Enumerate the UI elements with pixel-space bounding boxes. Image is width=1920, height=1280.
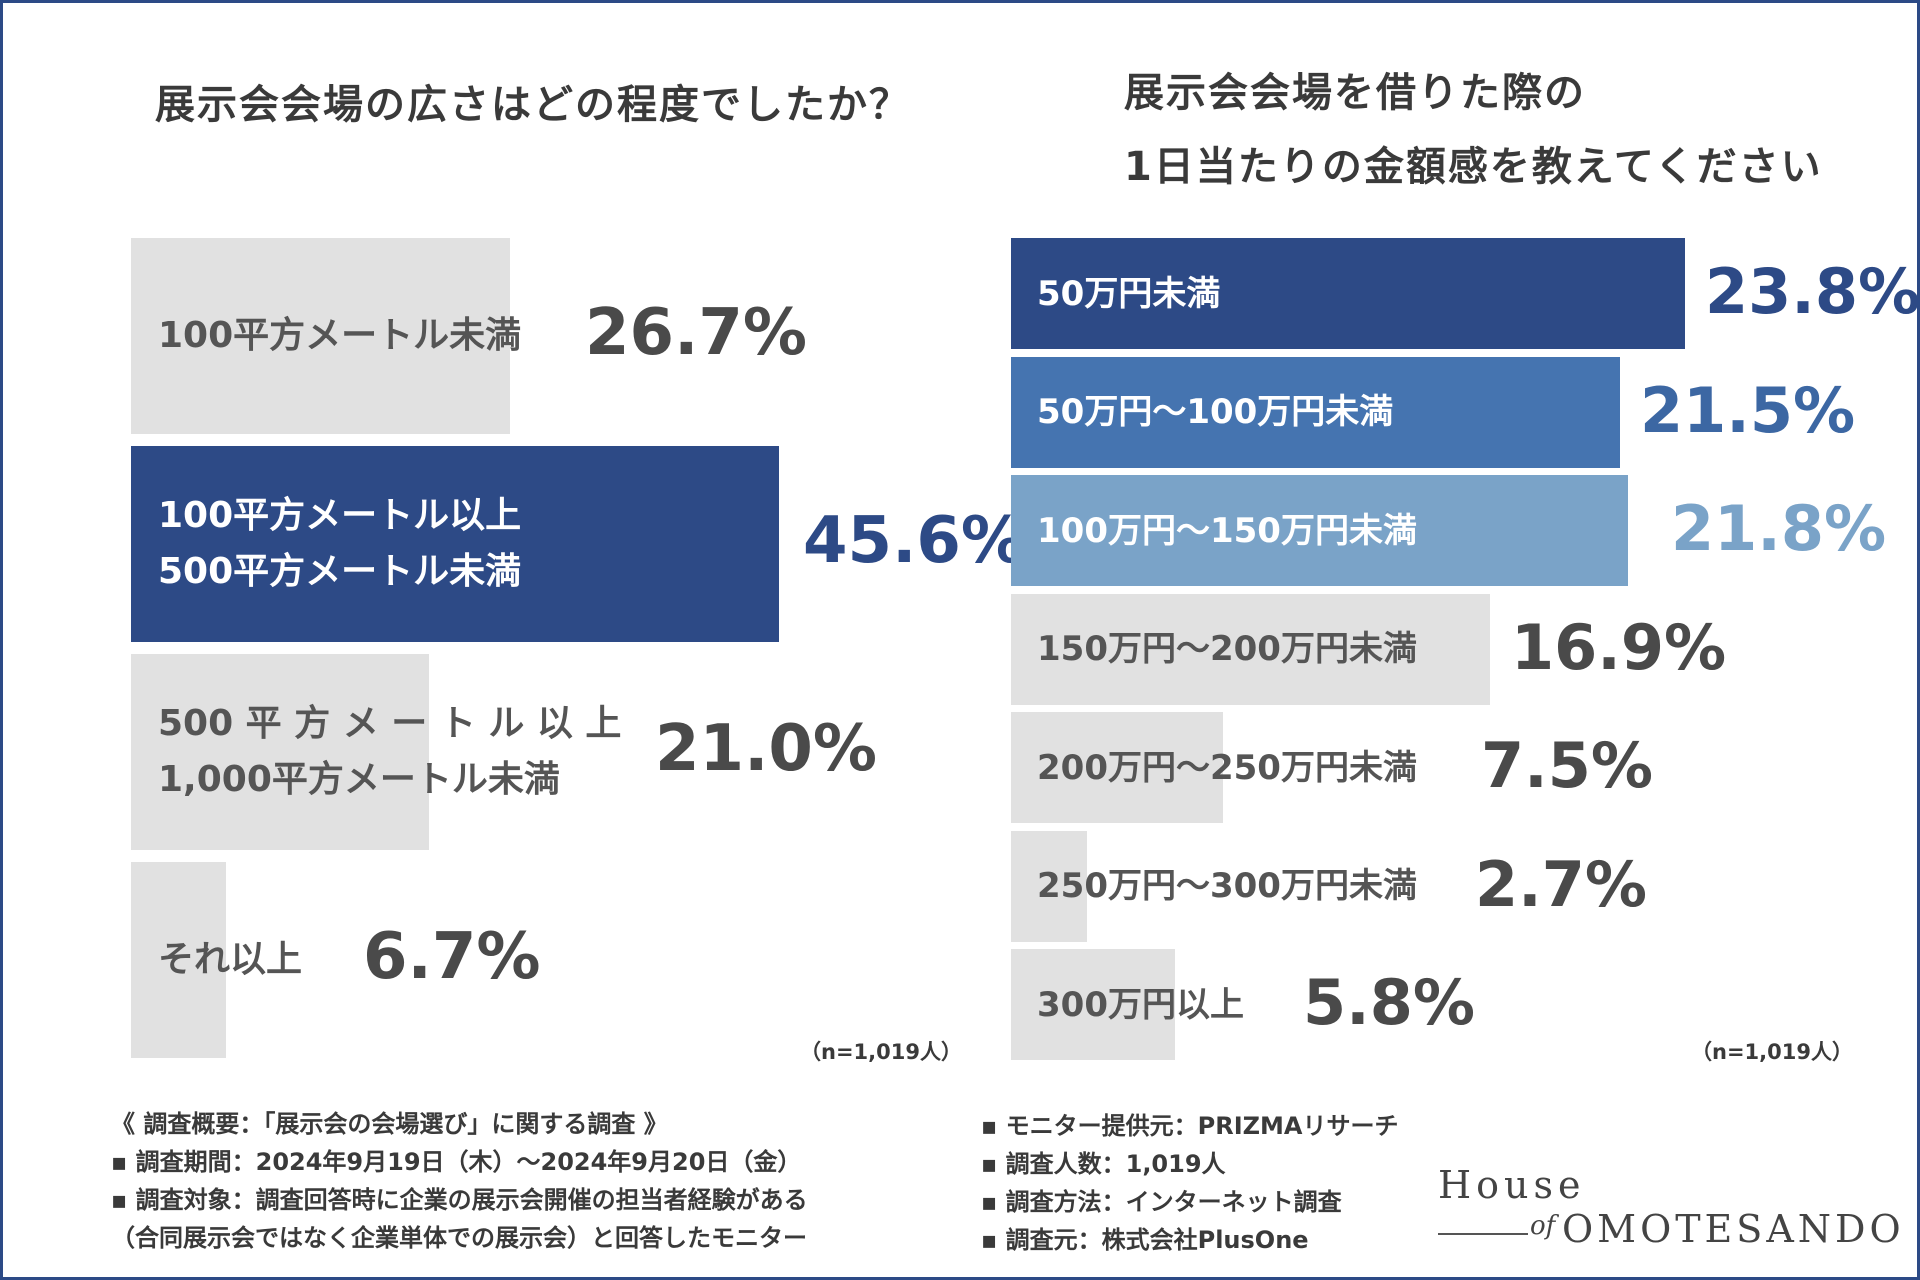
chart0-value-label-1: 45.6% [803,504,1026,579]
chart1-category-label-3: 150万円〜200万円未満 [1037,629,1417,669]
chart1-category-label-6: 300万円以上 [1037,984,1244,1025]
logo-rule [1438,1233,1528,1235]
brand-logo: House of OMOTESANDO [1428,1163,1901,1263]
chart1-bar-0 [1011,238,1685,349]
chart1-value-label-0: 23.8% [1705,255,1920,329]
chart1-value-label-4: 7.5% [1481,729,1653,803]
chart1-bar-3 [1011,593,1490,705]
chart1-category-label-5: 250万円〜300万円未満 [1037,866,1417,906]
chart1-bar-1 [1011,356,1620,468]
chart0-bar-3 [131,862,226,1058]
chart1-category-label-4: 200万円〜250万円未満 [1037,747,1417,788]
chart1-bar-6 [1011,949,1175,1060]
chart0-value-label-2: 21.0% [655,712,878,787]
chart1-value-label-3: 16.9% [1511,610,1727,684]
chart1-value-label-2: 21.8% [1671,492,1887,566]
chart1-value-label-1: 21.5% [1640,373,1856,447]
left-chart-title: 展示会会場の広さはどの程度でしたか？ [155,82,911,128]
chart0-category-label-0: 100平方メートル未満 [158,315,522,356]
chart1-value-label-5: 2.7% [1475,847,1647,921]
chart0-value-label-3: 6.7% [363,920,541,995]
chart1-bar-2 [1011,475,1628,586]
chart1-bar-5 [1011,830,1087,942]
chart0-bar-1 [131,446,779,642]
chart0-category-label-3: それ以上 [158,939,303,980]
survey-info-left-line-2: ▪ 調査対象：調査回答時に企業の展示会開催の担当者経験がある [111,1186,808,1214]
chart1-value-label-6: 5.8% [1303,966,1475,1040]
chart1-category-label-1: 50万円〜100万円未満 [1037,392,1394,432]
logo-omotesando-text: OMOTESANDO [1562,1207,1905,1251]
survey-info-left-line-3: （合同展示会ではなく企業単体での展示会）と回答したモニター [111,1224,807,1252]
survey-info-right-line-0: ▪ モニター提供元：PRIZMAリサーチ [981,1112,1399,1140]
chart0-value-label-0: 26.7% [585,296,808,371]
logo-of-text: of [1530,1211,1556,1241]
left-sample-size-note: （n=1,019人） [800,1040,962,1064]
survey-info-right-line-1: ▪ 調査人数：1,019人 [981,1150,1226,1178]
chart1-category-label-0: 50万円未満 [1037,273,1221,314]
survey-info-right-line-2: ▪ 調査方法：インターネット調査 [981,1188,1342,1216]
chart0-category-label-1: 100平方メートル以上 500平方メートル未満 [158,495,522,592]
chart0-bar-2 [131,654,429,850]
logo-house-text: House [1438,1163,1586,1207]
survey-info-left-line-1: ▪ 調査期間：2024年9月19日（木）〜2024年9月20日（金） [111,1148,802,1176]
chart1-bar-4 [1011,712,1223,823]
chart0-category-label-2: 500 平 方 メ ー ト ル 以 上 1,000平方メートル未満 [158,703,622,800]
survey-info-left-line-0: 《 調査概要：「展示会の会場選び」に関する調査 》 [111,1110,668,1138]
right-sample-size-note: （n=1,019人） [1691,1040,1853,1064]
survey-info-right-line-3: ▪ 調査元：株式会社PlusOne [981,1226,1309,1254]
right-chart-title: 展示会会場を借りた際の 1日当たりの金額感を教えてください [1124,70,1823,190]
chart0-bar-0 [131,238,510,434]
chart1-category-label-2: 100万円〜150万円未満 [1037,510,1417,551]
